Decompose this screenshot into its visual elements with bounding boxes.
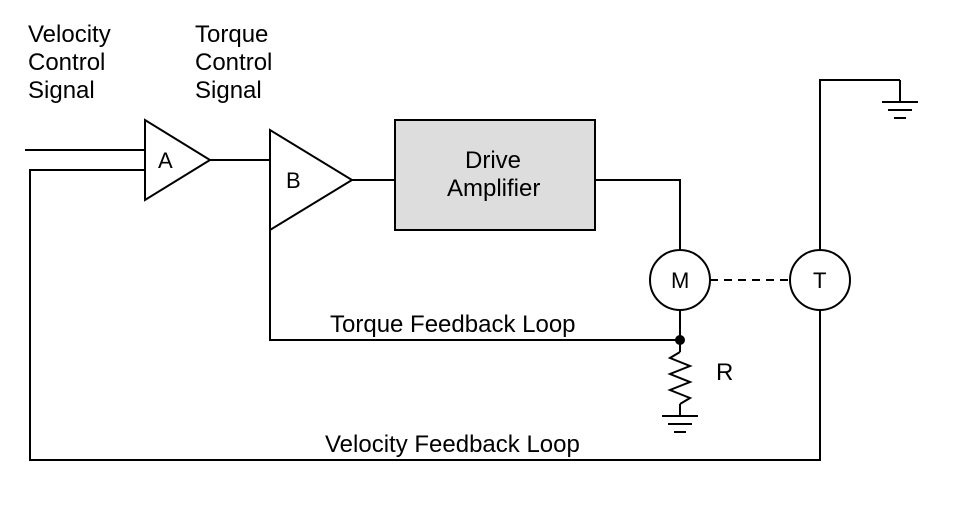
torque-control-label-l2: Control [195,49,272,76]
torque-control-label-l1: Torque [195,21,268,48]
drive-amp-label-l2: Amplifier [447,175,540,202]
ground-resistor-icon [662,416,698,432]
velocity-control-label-l2: Control [28,49,105,76]
torque-feedback-label: Torque Feedback Loop [330,311,576,338]
amp-B-label: B [286,168,301,193]
amp-A-block [145,120,210,200]
resistor-label: R [716,359,733,386]
tach-label: T [813,268,826,293]
torque-control-label-l3: Signal [195,77,262,104]
wire-drive-to-motor [595,180,680,250]
amp-A-label: A [158,148,173,173]
velocity-feedback-label: Velocity Feedback Loop [325,431,580,458]
resistor-R [670,340,690,416]
ground-top-icon [882,80,918,118]
drive-amp-label-l1: Drive [465,147,521,174]
wire-tach-to-ground [820,80,900,250]
amp-B-block [270,130,352,230]
velocity-control-label-l3: Signal [28,77,95,104]
velocity-control-label-l1: Velocity [28,21,111,48]
motor-label: M [671,268,689,293]
